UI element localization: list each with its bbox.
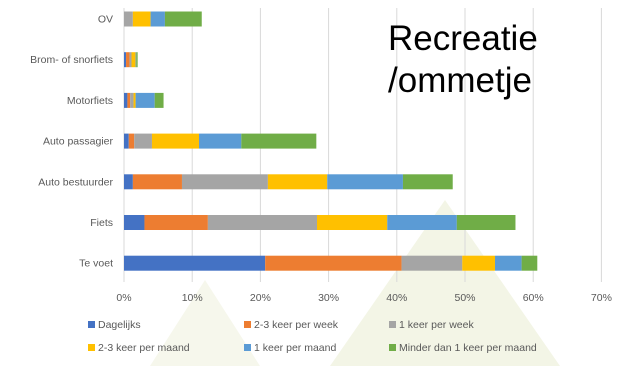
legend-label: 1 keer per maand [254,342,336,354]
background-triangle [330,200,560,366]
category-label: Te voet [79,258,113,270]
bar-segment [150,11,165,27]
background-triangle-small [150,280,260,366]
x-tick-label: 60% [523,292,544,304]
bar-segment [151,133,200,149]
category-label: Brom- of snorfiets [30,54,113,66]
bar-segment [456,215,516,230]
legend-swatch [244,321,251,328]
x-tick-label: 10% [182,292,203,304]
bar-segment [154,92,164,108]
bar-segment [495,255,522,271]
legend: Dagelijks 2-3 keer per week 1 keer per wee… [88,319,537,354]
bar-segment [135,92,155,108]
bar-segment [130,92,134,108]
overlay-title-line2: /ommetje [388,61,532,100]
bar-segment [241,133,317,149]
legend-label: 2-3 keer per maand [98,342,190,354]
legend-swatch [244,344,251,351]
bar-segment [124,11,133,27]
bar-segment [181,174,268,190]
x-tick-label: 20% [250,292,271,304]
bar-segment [134,133,152,149]
x-tick-label: 40% [386,292,407,304]
legend-swatch [88,321,95,328]
bar-segment [132,11,151,27]
bar-segment [128,133,135,149]
bar-segment [207,215,318,230]
bar-segment [317,215,388,230]
bar-segment [327,174,403,190]
legend-swatch [88,344,95,351]
bar-segment [129,52,132,68]
category-label: Motorfiets [67,95,113,107]
category-label: Fiets [90,217,113,229]
bars [124,11,538,271]
overlay-title: Recreatie /ommetje [388,18,538,102]
bar-segment [126,52,130,68]
legend-swatch [389,344,396,351]
legend-swatch [389,321,396,328]
x-tick-label: 0% [116,292,131,304]
x-tick-label: 70% [591,292,612,304]
x-tick-label: 30% [318,292,339,304]
bar-segment [127,92,131,108]
bar-segment [462,255,496,271]
bar-segment [135,52,137,68]
bar-segment [521,255,538,271]
x-tick-labels: 0% 10% 20% 30% 40% 50% 60% 70% [116,292,612,304]
bar-segment [131,52,136,68]
legend-label: 1 keer per week [399,319,474,331]
legend-label: 2-3 keer per week [254,319,339,331]
bar-segment [124,92,128,108]
bar-segment [124,215,145,230]
bar-segment [199,133,242,149]
bar-segment [132,174,182,190]
bar-segment [124,52,127,68]
category-label: Auto passagier [43,136,114,148]
bar-segment [265,255,402,271]
bar-segment [387,215,457,230]
bar-segment [144,215,208,230]
bar-segment [133,92,136,108]
bar-segment [124,133,129,149]
bar-segment [164,11,202,27]
legend-label: Dagelijks [98,319,141,331]
overlay-title-line1: Recreatie [388,19,538,58]
legend-label: Minder dan 1 keer per maand [399,342,537,354]
bar-segment [402,174,453,190]
bar-segment [124,255,266,271]
category-label: Auto bestuurder [38,176,113,188]
bar-segment [401,255,463,271]
x-tick-label: 50% [454,292,475,304]
category-label: OV [98,14,113,26]
bar-segment [124,174,133,190]
bar-segment [267,174,328,190]
category-labels: OV Brom- of snorfiets Motorfiets Auto passa… [30,14,113,270]
bar-segment [136,52,138,68]
